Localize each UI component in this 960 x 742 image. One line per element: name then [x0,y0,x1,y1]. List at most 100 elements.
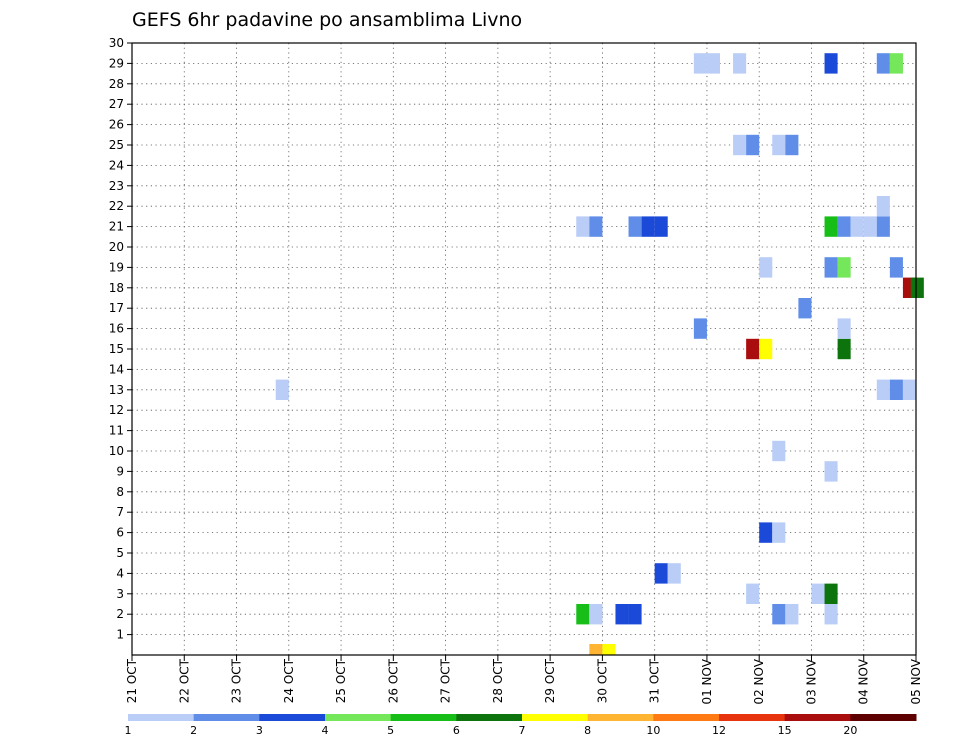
precip-cell [863,216,877,237]
precip-cell [628,604,642,625]
y-tick-label: 6 [116,526,124,540]
colorbar-label: 3 [256,724,263,737]
x-tick-label: 05 NOV [909,658,923,704]
colorbar-swatch [128,714,195,721]
precip-cell [693,318,707,339]
precip-cell [876,53,890,74]
precip-cell [759,522,773,543]
precip-cell [628,216,642,237]
precip-cell [733,134,747,156]
colorbar-label: 8 [584,724,591,737]
colorbar-swatch [719,714,786,721]
precip-cell [910,277,924,298]
colorbar-label: 5 [387,724,394,737]
x-tick-label: 25 OCT [334,658,348,703]
x-tick-label: 22 OCT [177,658,191,703]
y-tick-label: 5 [116,546,124,560]
precip-cell [824,216,838,237]
y-tick-label: 7 [116,505,124,519]
x-tick-label: 23 OCT [230,658,244,703]
y-axis: 1234567891011121314151617181920212223242… [109,36,132,642]
x-tick-label: 02 NOV [752,658,766,704]
precip-cell [824,257,838,278]
precip-cell [798,298,812,319]
precip-cell [824,583,838,604]
y-tick-label: 26 [109,118,124,132]
precip-strip-cell [602,644,616,655]
x-tick-label: 24 OCT [282,658,296,703]
y-tick-label: 24 [109,158,124,172]
precip-cell [837,257,851,278]
precip-cell [811,583,825,604]
colorbar-label: 2 [190,724,197,737]
precip-strip-cell [589,644,603,655]
precip-cell [824,604,838,625]
colorbar-swatch [193,714,260,721]
precip-cell [759,338,773,360]
precip-cell [706,53,720,74]
x-tick-label: 03 NOV [804,658,818,704]
precip-cell [772,604,786,625]
colorbar-swatch [390,714,457,721]
y-tick-label: 8 [116,485,124,499]
x-tick-label: 30 OCT [595,658,609,703]
precip-cell [746,338,760,360]
y-tick-label: 22 [109,199,124,213]
precip-cell [589,604,603,625]
chart-title: GEFS 6hr padavine po ansamblima Livno [132,9,522,31]
precip-cell [837,338,851,360]
precip-cell [641,216,655,237]
precip-cell [746,583,760,604]
x-tick-label: 28 OCT [491,658,505,703]
precip-cell [889,379,903,400]
colorbar-label: 12 [712,724,726,737]
colorbar-label: 7 [519,724,526,737]
precip-cell [850,216,864,237]
precip-cell [772,134,786,156]
y-tick-label: 30 [109,36,124,50]
y-tick-label: 2 [116,607,124,621]
y-tick-label: 16 [109,322,124,336]
x-tick-label: 26 OCT [386,658,400,703]
precip-cell [837,216,851,237]
colorbar-label: 10 [646,724,660,737]
y-tick-label: 17 [109,301,124,315]
colorbar-swatch [850,714,917,721]
colorbar-swatch [456,714,523,721]
precip-cell [824,53,838,74]
colorbar-label: 6 [453,724,460,737]
precip-cell [876,379,890,400]
precip-cell [889,53,903,74]
colorbar-label: 4 [322,724,329,737]
y-tick-label: 20 [109,240,124,254]
x-tick-label: 27 OCT [439,658,453,703]
y-tick-label: 29 [109,56,124,70]
y-tick-label: 27 [109,97,124,111]
colorbar-swatch [784,714,851,721]
colorbar-label: 20 [843,724,857,737]
y-tick-label: 3 [116,587,124,601]
colorbar-swatch [522,714,589,721]
y-tick-label: 21 [109,220,124,234]
x-tick-label: 29 OCT [543,658,557,703]
y-tick-label: 11 [109,424,124,438]
x-tick-label: 01 NOV [700,658,714,704]
colorbar-swatch [325,714,392,721]
y-tick-label: 23 [109,179,124,193]
precip-cell [889,257,903,278]
precip-cell [576,604,590,625]
precip-cell [772,440,786,462]
y-tick-label: 19 [109,260,124,274]
precip-cell [576,216,590,237]
colorbar-label: 15 [778,724,792,737]
precip-cell [589,216,603,237]
colorbar-swatch [259,714,326,721]
precip-cell [785,134,799,156]
precip-cell [693,53,707,74]
precip-cell [772,522,786,543]
heatmap-cells [275,53,924,655]
y-tick-label: 4 [116,566,124,580]
y-tick-label: 13 [109,383,124,397]
grid-lines [132,43,916,655]
precip-cell [876,196,890,217]
